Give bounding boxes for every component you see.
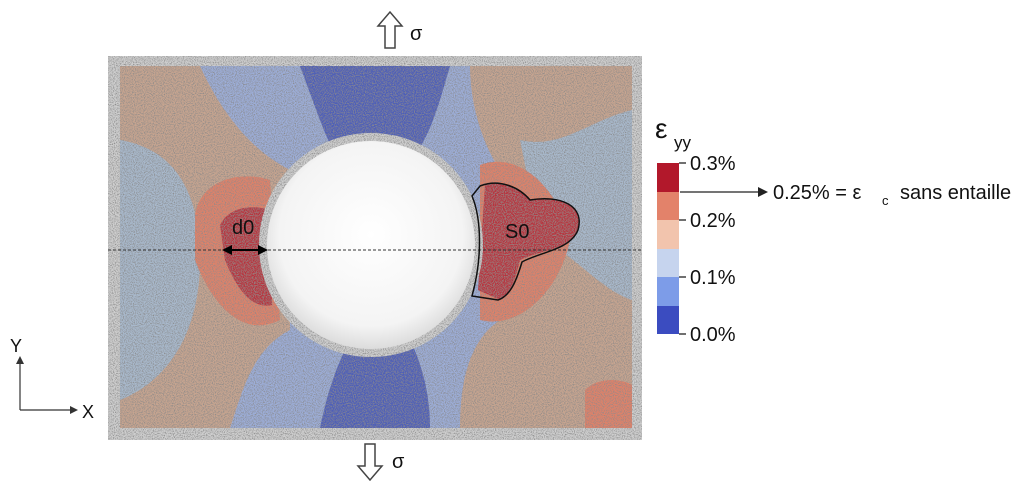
annotation-arrowhead — [758, 187, 768, 197]
colorbar-tick-label: 0.2% — [690, 210, 736, 232]
annotation-rhs: sans entaille — [900, 182, 1011, 204]
axis-x: X — [82, 402, 94, 422]
axes-glyph — [16, 356, 78, 414]
colorbar-tick-label: 0.1% — [690, 267, 736, 289]
s0-label: S0 — [505, 221, 529, 243]
colorbar-subscript: yy — [674, 133, 692, 152]
axis-y: Y — [10, 336, 22, 356]
load-arrow-up — [376, 10, 404, 49]
load-bottom: σ — [392, 451, 405, 473]
d0-arrow — [222, 245, 268, 255]
colorbar-tick-label: 0.3% — [690, 153, 736, 175]
s0-outline — [471, 182, 580, 301]
annotation-sub: c — [882, 193, 889, 208]
colorbar — [657, 163, 679, 334]
colorbar-tick-label: 0.0% — [690, 324, 736, 346]
load-top: σ — [410, 23, 423, 45]
d0-label: d0 — [232, 217, 254, 239]
load-arrow-down — [356, 443, 384, 481]
annotation-lhs: 0.25% = ε — [773, 182, 862, 204]
strain-map — [108, 56, 642, 440]
colorbar-symbol: ε — [655, 113, 667, 144]
